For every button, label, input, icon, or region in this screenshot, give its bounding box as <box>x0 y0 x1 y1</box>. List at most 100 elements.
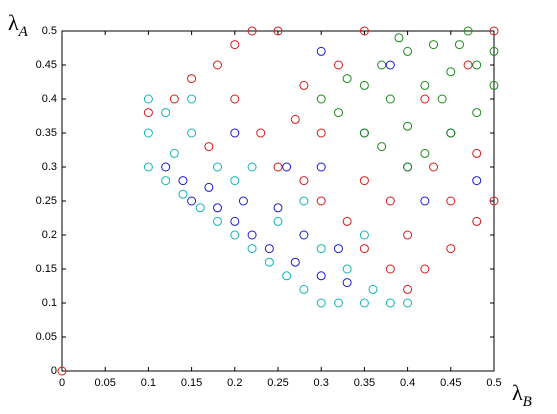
point <box>57 366 67 376</box>
x-tick-label: 0.5 <box>486 377 501 389</box>
point <box>333 108 343 118</box>
x-axis-label-sub: B <box>523 394 532 410</box>
point <box>178 176 188 186</box>
x-tick-label: 0.25 <box>267 377 288 389</box>
point <box>204 142 214 152</box>
point <box>316 94 326 104</box>
x-tick-label: 0.2 <box>227 377 242 389</box>
point <box>230 128 240 138</box>
y-axis-label-sub: A <box>18 24 29 40</box>
point <box>187 94 197 104</box>
point <box>316 298 326 308</box>
point <box>143 94 153 104</box>
point <box>195 203 205 213</box>
point <box>359 244 369 254</box>
point <box>420 264 430 274</box>
point <box>463 26 473 36</box>
point <box>368 284 378 294</box>
point <box>161 108 171 118</box>
point <box>403 121 413 131</box>
point <box>342 74 352 84</box>
point <box>454 40 464 50</box>
x-tick-label: 0.15 <box>181 377 202 389</box>
point <box>143 128 153 138</box>
point <box>472 108 482 118</box>
point <box>316 196 326 206</box>
y-axis-label-symbol: λ <box>8 10 19 35</box>
point <box>316 271 326 281</box>
y-axis-label: λA <box>8 10 29 40</box>
point <box>489 26 499 36</box>
point <box>161 176 171 186</box>
y-tick-label: 0.3 <box>42 161 57 173</box>
x-tick-label: 0.35 <box>354 377 375 389</box>
y-tick-label: 0.05 <box>36 331 57 343</box>
point <box>264 244 274 254</box>
point <box>385 60 395 70</box>
x-tick-label: 0.45 <box>440 377 461 389</box>
point <box>429 40 439 50</box>
point <box>385 264 395 274</box>
point <box>472 176 482 186</box>
point <box>403 298 413 308</box>
x-tick-label: 0.1 <box>141 377 156 389</box>
point <box>169 94 179 104</box>
point <box>187 196 197 206</box>
point <box>394 33 404 43</box>
point <box>446 67 456 77</box>
point <box>342 264 352 274</box>
point <box>230 94 240 104</box>
point <box>282 162 292 172</box>
point <box>316 128 326 138</box>
point <box>247 244 257 254</box>
point <box>273 203 283 213</box>
point <box>299 80 309 90</box>
point <box>290 114 300 124</box>
point <box>230 40 240 50</box>
point <box>333 244 343 254</box>
y-tick-label: 0.4 <box>42 93 57 105</box>
point <box>342 278 352 288</box>
point <box>161 162 171 172</box>
point <box>316 46 326 56</box>
point <box>273 216 283 226</box>
point <box>377 142 387 152</box>
point <box>403 46 413 56</box>
point <box>385 196 395 206</box>
point <box>256 128 266 138</box>
point <box>247 230 257 240</box>
point <box>403 230 413 240</box>
x-tick-label: 0.05 <box>94 377 115 389</box>
point <box>264 257 274 267</box>
y-tick-label: 0.35 <box>36 127 57 139</box>
point <box>359 80 369 90</box>
y-tick-label: 0.25 <box>36 195 57 207</box>
point <box>282 271 292 281</box>
point <box>403 284 413 294</box>
point <box>446 128 456 138</box>
x-axis-label-symbol: λ <box>512 380 523 405</box>
point <box>333 298 343 308</box>
point <box>489 80 499 90</box>
point <box>385 94 395 104</box>
y-tick-label: 0.5 <box>42 25 57 37</box>
point <box>187 128 197 138</box>
point <box>472 60 482 70</box>
point <box>472 148 482 158</box>
point <box>187 74 197 84</box>
y-tick-label: 0.45 <box>36 59 57 71</box>
point <box>463 60 473 70</box>
point <box>359 230 369 240</box>
point <box>290 257 300 267</box>
point <box>299 284 309 294</box>
y-tick-label: 0.15 <box>36 263 57 275</box>
point <box>446 244 456 254</box>
point <box>230 230 240 240</box>
point <box>472 216 482 226</box>
point <box>403 162 413 172</box>
x-axis-label: λB <box>512 380 532 410</box>
point <box>178 189 188 199</box>
point <box>143 162 153 172</box>
point <box>273 26 283 36</box>
